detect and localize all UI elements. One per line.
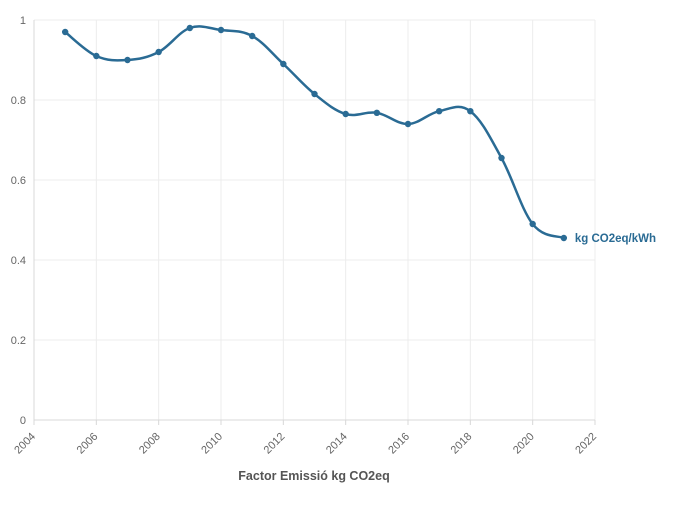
x-tick-label: 2018 [449,431,475,457]
series: kg CO2eq/kWh [61,24,656,245]
x-tick-label: 2016 [386,431,412,457]
data-point [560,234,568,242]
data-point [311,90,318,98]
x-tick-label: 2014 [324,431,350,457]
x-tick-label: 2012 [262,431,288,457]
data-point [186,24,194,32]
x-axis-title: Factor Emissió kg CO2eq [238,469,389,483]
y-tick-label: 0.6 [11,175,26,187]
data-point [124,56,131,64]
series-line [63,25,566,240]
x-tick-label: 2022 [573,431,599,457]
data-point [373,109,381,117]
data-point [404,120,412,128]
data-point [280,60,287,68]
data-point [155,48,162,56]
series-label: kg CO2eq/kWh [575,233,656,245]
data-point [217,26,225,34]
x-tick-labels: 2004 2006 2008 2010 2012 2014 2016 2018 2020 2022 [12,431,599,457]
y-tick-label: 1 [20,15,26,27]
data-point [61,28,69,36]
x-tick-label: 2010 [199,431,225,457]
x-tick-label: 2004 [12,431,38,457]
data-point [529,220,536,228]
x-tick-label: 2008 [137,431,163,457]
y-tick-label: 0.4 [11,255,26,267]
y-tick-label: 0.2 [11,335,26,347]
data-point [467,108,474,115]
x-tick-label: 2006 [75,431,101,457]
grid-lines [34,19,596,420]
data-point [435,108,443,115]
y-tick-labels: 0 0.2 0.4 0.6 0.8 1 [11,15,26,427]
data-point [498,154,505,162]
data-point [93,52,100,60]
x-tick-label: 2020 [511,431,537,457]
y-tick-label: 0 [20,415,26,427]
data-point [248,32,256,40]
data-point [342,110,349,118]
axes [33,20,596,425]
y-tick-label: 0.8 [11,95,26,107]
